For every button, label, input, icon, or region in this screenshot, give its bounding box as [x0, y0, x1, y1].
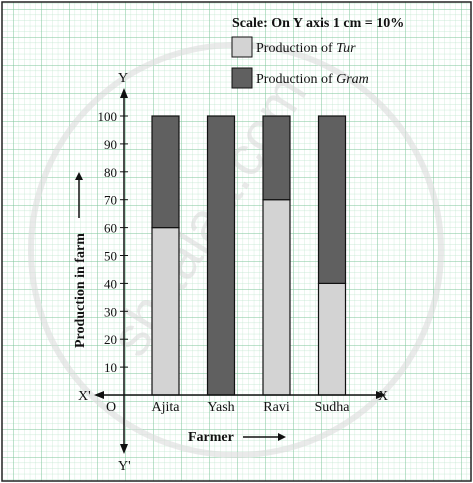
bar-ajita-gram	[151, 115, 180, 229]
x-axis-title: Farmer	[188, 430, 286, 445]
legend-item-tur: Production of Tur	[231, 36, 356, 58]
x-tick-label-sudha: Sudha	[315, 400, 351, 415]
y-axis-title: Production in farm	[73, 172, 88, 348]
x-tick-label-yash: Yash	[207, 400, 234, 415]
y-axis-letter: Y	[118, 71, 128, 86]
x-axis-arrow-left	[94, 391, 104, 399]
y-tick-label: 20	[104, 332, 117, 347]
scale-note: Scale: On Y axis 1 cm = 10%	[232, 16, 404, 31]
origin-label: O	[106, 400, 116, 415]
x-axis-arrow-right	[376, 391, 386, 399]
bar-ravi-gram	[262, 115, 291, 201]
bar-sudha-gram	[317, 115, 347, 284]
x-axis-letter: X	[378, 389, 388, 404]
legend-item-gram: Production of Gram	[231, 67, 369, 89]
y-tick-label: 10	[104, 360, 117, 375]
legend-swatch-gram	[231, 67, 253, 89]
bars-layer	[151, 115, 347, 396]
bar-yash-gram	[206, 115, 236, 396]
x-category-labels: Ajita Yash Ravi Sudha	[152, 400, 351, 415]
y-tick-label: 100	[98, 109, 118, 124]
y-tick-label: 90	[104, 137, 117, 152]
legend: Production of Tur Production of Gram	[231, 36, 369, 89]
x-tick-label-ravi: Ravi	[263, 400, 290, 415]
y-tick-label: 80	[104, 165, 117, 180]
y-neg-axis-letter: Y'	[118, 459, 131, 474]
y-tick-label: 50	[104, 249, 117, 264]
y-tick-label: 60	[104, 221, 117, 236]
y-axis-title-text: Production in farm	[73, 233, 88, 348]
y-axis-arrow-up	[120, 88, 128, 98]
y-axis-arrow-down	[120, 444, 128, 454]
y-tick-label: 30	[104, 304, 117, 319]
y-tick-label: 70	[104, 193, 117, 208]
legend-label-gram: Production of Gram	[256, 72, 369, 87]
x-neg-axis-letter: X'	[78, 389, 91, 404]
bar-sudha-tur	[317, 282, 347, 396]
legend-swatch-tur	[231, 36, 253, 58]
x-tick-label-ajita: Ajita	[152, 400, 181, 415]
axes	[94, 88, 386, 454]
x-axis-title-text: Farmer	[188, 430, 234, 445]
bar-ravi-tur	[262, 199, 291, 396]
y-tick-labels: 10 20 30 40 50 60 70 80 90 100	[98, 109, 128, 375]
y-tick-label: 40	[104, 276, 117, 291]
legend-label-tur: Production of Tur	[256, 41, 356, 56]
bar-ajita-tur	[151, 227, 180, 396]
